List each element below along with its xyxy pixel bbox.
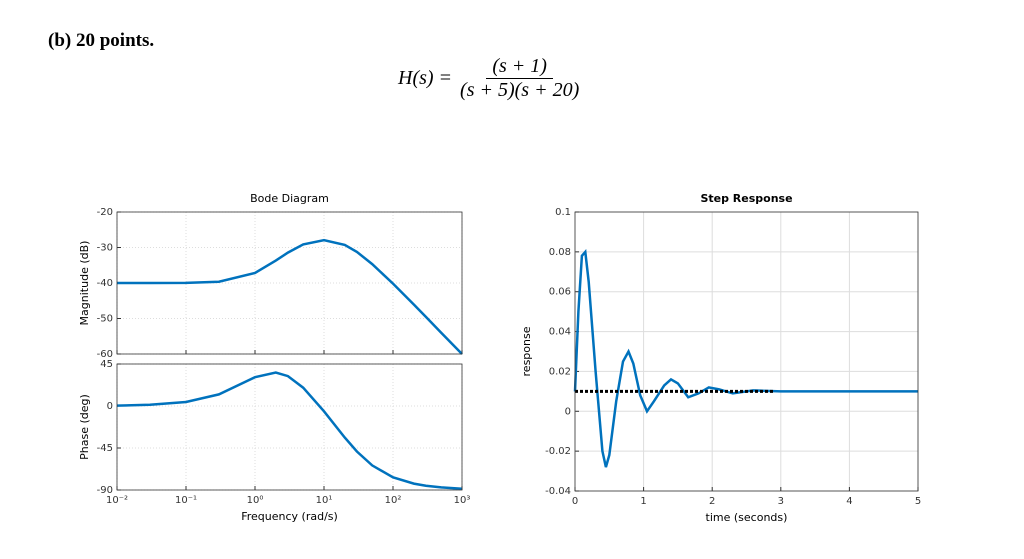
y-tick-label: 0: [565, 406, 571, 417]
axes-box: [574, 211, 919, 492]
equation: H(s) = (s + 1) (s + 5)(s + 20): [398, 55, 579, 102]
x-tick-label: 2: [709, 496, 715, 507]
chart-title: Bode Diagram: [250, 192, 329, 205]
x-tick-label: 10¹: [316, 495, 333, 506]
x-tick-label: 10²: [385, 495, 402, 506]
axes-box: [116, 363, 463, 491]
plot-area: [575, 212, 918, 491]
y-axis-label: Phase (deg): [78, 394, 91, 460]
y-tick-label: 0: [107, 401, 113, 412]
y-tick-label: -0.02: [545, 446, 571, 457]
y-tick-label: 0.04: [549, 327, 571, 338]
x-axis-label: time (seconds): [706, 511, 788, 524]
y-tick-label: 0.1: [555, 207, 571, 218]
axes-box: [116, 211, 463, 355]
y-tick-label: 0.02: [549, 366, 571, 377]
y-axis-label: Magnitude (dB): [78, 241, 91, 326]
data-line: [116, 371, 463, 490]
plot-area: [117, 364, 462, 490]
y-tick-label: -20: [97, 207, 113, 218]
y-tick-label: 0.06: [549, 287, 571, 298]
data-line: [117, 238, 463, 355]
y-tick-label: -50: [97, 314, 113, 325]
y-tick-label: -40: [97, 278, 113, 289]
chart-title: Step Response: [700, 192, 792, 205]
x-tick-label: 10³: [454, 495, 471, 506]
y-axis-label: response: [520, 326, 533, 376]
x-tick-label: 10⁻¹: [175, 495, 197, 506]
y-tick-label: 0.08: [549, 247, 571, 258]
x-tick-label: 10⁰: [247, 495, 264, 506]
y-tick-label: -45: [97, 443, 113, 454]
heading: (b) 20 points.: [48, 30, 155, 51]
y-tick-label: -60: [97, 349, 113, 360]
y-tick-label: 45: [100, 359, 113, 370]
x-tick-label: 4: [846, 496, 852, 507]
fraction: (s + 1) (s + 5)(s + 20): [460, 55, 579, 102]
x-axis-label: Frequency (rad/s): [241, 510, 338, 523]
x-tick-label: 0: [572, 496, 578, 507]
equation-lhs: H(s) =: [398, 67, 453, 89]
denominator: (s + 5)(s + 20): [460, 79, 580, 101]
x-tick-label: 10⁻²: [106, 495, 128, 506]
y-tick-label: -90: [97, 485, 113, 496]
x-tick-label: 1: [640, 496, 646, 507]
x-tick-label: 5: [915, 496, 921, 507]
y-tick-label: -0.04: [545, 486, 571, 497]
x-tick-label: 3: [778, 496, 784, 507]
numerator: (s + 1): [486, 55, 553, 79]
y-tick-label: -30: [97, 243, 113, 254]
